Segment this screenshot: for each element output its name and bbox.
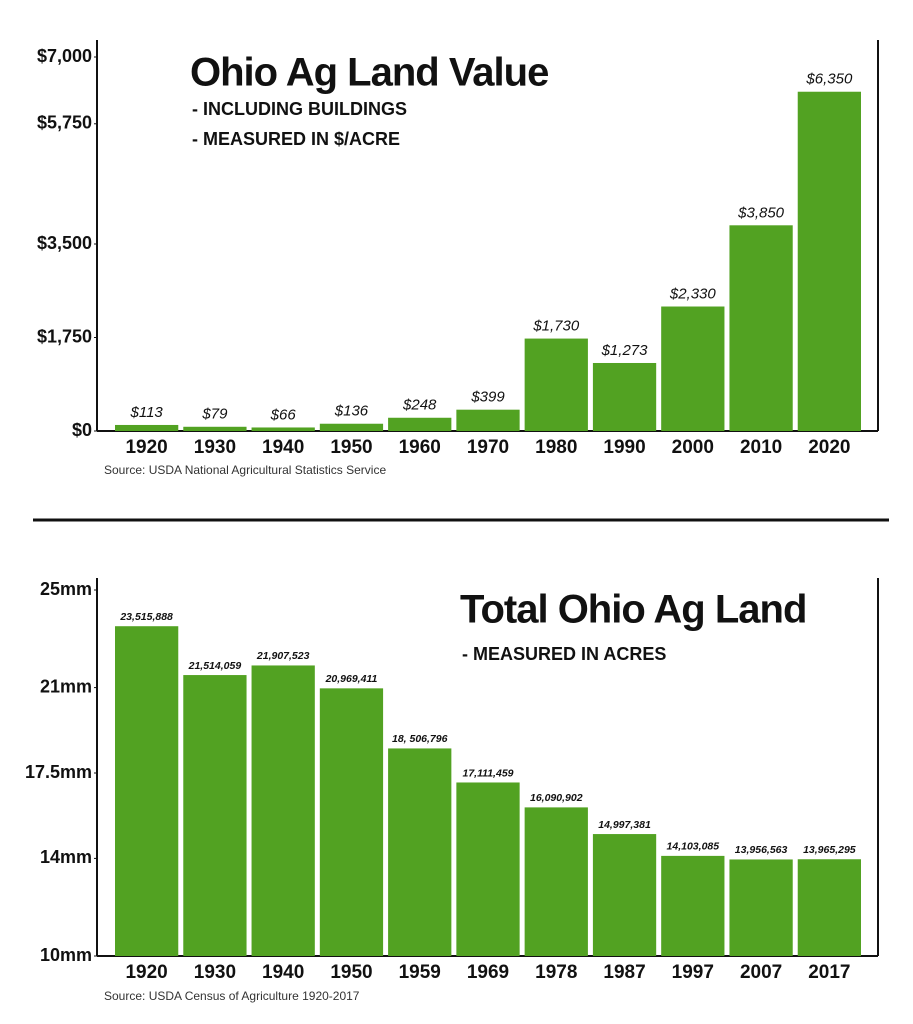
x-tick-label: 1960 [399, 437, 441, 458]
bar [388, 748, 452, 956]
x-tick-label: 1970 [467, 437, 509, 458]
data-label: $248 [402, 397, 437, 414]
x-tick-label: 2007 [740, 962, 782, 983]
x-tick-label: 1920 [125, 437, 167, 458]
x-tick-label: 1990 [603, 437, 645, 458]
data-label: $3,850 [737, 204, 785, 221]
data-label: 23,515,888 [119, 611, 173, 623]
bar [251, 427, 315, 431]
x-tick-label: 2000 [672, 437, 714, 458]
chart-subtitle: - MEASURED IN $/ACRE [192, 129, 400, 149]
y-tick-label: 21mm [40, 676, 92, 696]
y-tick-label: $3,500 [37, 233, 92, 253]
bar [661, 855, 725, 956]
chart-title: Ohio Ag Land Value [190, 51, 548, 95]
bar [115, 626, 179, 956]
bar [456, 782, 520, 956]
data-label: $1,273 [601, 342, 649, 359]
data-label: $79 [201, 406, 228, 423]
chart-title: Total Ohio Ag Land [460, 588, 806, 632]
data-label: 13,956,563 [735, 844, 788, 856]
x-tick-label: 2017 [808, 962, 850, 983]
bar [729, 225, 793, 431]
bar [183, 426, 247, 431]
data-label: 20,969,411 [325, 673, 378, 685]
data-label: $136 [334, 403, 369, 420]
data-label: 16,090,902 [530, 792, 583, 804]
bar [319, 423, 384, 431]
data-label: 13,965,295 [803, 844, 856, 856]
x-tick-label: 1920 [125, 962, 167, 983]
bar [115, 424, 179, 431]
bar [183, 675, 247, 956]
data-label: $113 [130, 404, 164, 421]
x-tick-label: 1950 [330, 437, 372, 458]
chart-subtitle: - MEASURED IN ACRES [462, 644, 666, 664]
data-label: $6,350 [805, 71, 853, 88]
x-tick-label: 1987 [603, 962, 645, 983]
bar [319, 688, 384, 956]
bar [524, 338, 588, 431]
bar [456, 409, 520, 431]
bar [592, 834, 657, 956]
data-label: 14,103,085 [667, 841, 720, 853]
data-label: $2,330 [669, 285, 717, 302]
x-tick-label: 1978 [535, 962, 577, 983]
y-tick-label: 17.5mm [25, 762, 92, 782]
y-tick-label: $1,750 [37, 326, 92, 346]
y-tick-label: $5,750 [37, 113, 92, 133]
y-tick-label: 14mm [40, 847, 92, 867]
x-tick-label: 2020 [808, 437, 850, 458]
source-note: Source: USDA Census of Agriculture 1920-… [104, 989, 360, 1003]
data-label: 14,997,381 [598, 819, 651, 831]
bar [388, 417, 452, 431]
x-tick-label: 2010 [740, 437, 782, 458]
data-label: $66 [270, 406, 297, 423]
data-label: 18, 506,796 [392, 733, 448, 745]
bar [251, 665, 315, 956]
y-tick-label: $0 [72, 420, 92, 440]
x-tick-label: 1940 [262, 437, 304, 458]
data-label: 21,514,059 [188, 660, 242, 672]
bar [729, 859, 793, 956]
y-tick-label: 25mm [40, 579, 92, 599]
bar [661, 306, 725, 431]
bar [592, 362, 657, 431]
chart-subtitle: - INCLUDING BUILDINGS [192, 99, 407, 119]
y-tick-label: 10mm [40, 945, 92, 965]
bar [524, 807, 588, 956]
x-tick-label: 1969 [467, 962, 509, 983]
data-label: $1,730 [532, 318, 580, 335]
data-label: 17,111,459 [463, 767, 514, 779]
x-tick-label: 1980 [535, 437, 577, 458]
source-note: Source: USDA National Agricultural Stati… [104, 463, 386, 477]
data-label: $399 [470, 389, 505, 406]
x-tick-label: 1930 [194, 962, 236, 983]
data-label: 21,907,523 [256, 650, 310, 662]
x-tick-label: 1997 [672, 962, 714, 983]
bar [797, 91, 861, 431]
y-tick-label: $7,000 [37, 46, 92, 66]
x-tick-label: 1930 [194, 437, 236, 458]
x-tick-label: 1940 [262, 962, 304, 983]
x-tick-label: 1950 [330, 962, 372, 983]
bar [797, 859, 861, 956]
x-tick-label: 1959 [399, 962, 441, 983]
